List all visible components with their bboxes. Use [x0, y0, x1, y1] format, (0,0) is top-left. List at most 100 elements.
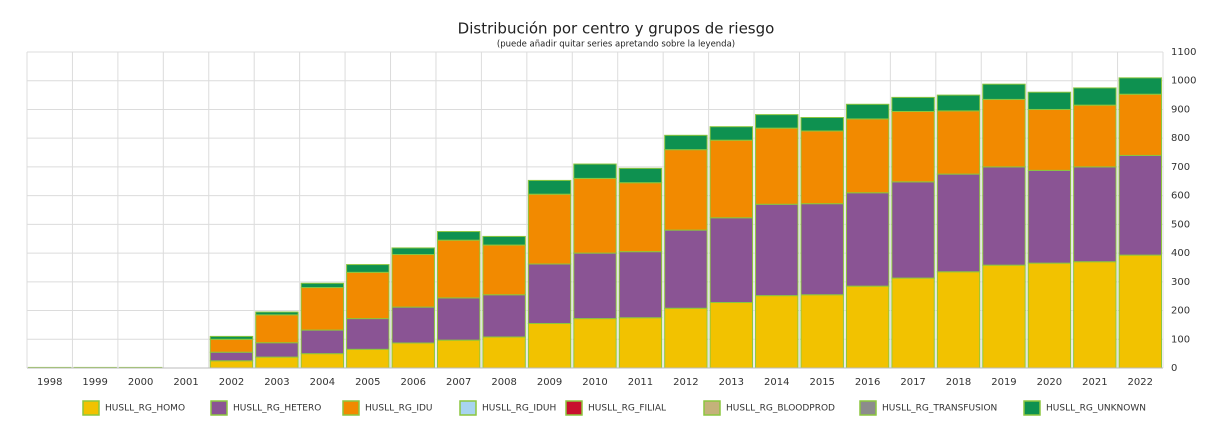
- legend-label[interactable]: HUSLL_RG_HOMO: [105, 404, 185, 414]
- legend-swatch[interactable]: [342, 400, 360, 416]
- bar-segment: [482, 244, 526, 296]
- legend-swatch[interactable]: [1023, 400, 1041, 416]
- bar-segment: [527, 193, 572, 265]
- y-tick-label: 200: [1171, 306, 1190, 317]
- x-tick-label: 2002: [219, 377, 244, 388]
- y-tick-label: 900: [1171, 104, 1190, 115]
- bar-segment: [982, 264, 1026, 369]
- bar-segment: [1118, 93, 1163, 156]
- x-tick-label: 2019: [991, 377, 1016, 388]
- bar-segment: [482, 294, 526, 338]
- bar-segment: [300, 353, 345, 369]
- bar-segment: [209, 338, 254, 353]
- bar-segment: [436, 297, 481, 341]
- x-tick-label: 2016: [855, 377, 880, 388]
- bar-segment: [936, 110, 981, 175]
- bar-segment: [891, 277, 935, 369]
- legend-label[interactable]: HUSLL_RG_FILIAL: [588, 404, 666, 414]
- x-tick-label: 2013: [719, 377, 744, 388]
- x-tick-label: 2012: [673, 377, 698, 388]
- bar-segment: [845, 285, 890, 369]
- bar-segment: [618, 182, 663, 253]
- x-tick-label: 2005: [355, 377, 380, 388]
- bar-segment: [800, 130, 844, 205]
- bar-segment: [709, 139, 754, 219]
- bar-segment: [436, 231, 481, 241]
- legend-swatch[interactable]: [565, 400, 583, 416]
- bar-segment: [255, 356, 299, 369]
- x-tick-label: 2001: [173, 377, 198, 388]
- bar-segment: [664, 229, 708, 309]
- bar-segment: [482, 235, 526, 246]
- x-tick-label: 1998: [37, 377, 62, 388]
- bar-segment: [1118, 77, 1163, 95]
- bar-segment: [300, 287, 345, 331]
- bar-segment: [845, 192, 890, 287]
- bar-segment: [436, 239, 481, 299]
- chart-subtitle: (puede añadir quitar series apretando so…: [497, 40, 735, 50]
- bar-segment: [664, 149, 708, 231]
- bar-segment: [482, 336, 526, 369]
- bar-segment: [391, 254, 435, 308]
- bar-segment: [755, 203, 799, 297]
- x-tick-label: 2018: [946, 377, 971, 388]
- bar-segment: [709, 126, 754, 141]
- bar-segment: [664, 134, 708, 151]
- bar-segment: [1027, 91, 1072, 110]
- bar-segment: [573, 252, 617, 320]
- bar-segment: [346, 318, 390, 350]
- legend-label[interactable]: HUSLL_RG_IDU: [365, 404, 433, 414]
- y-tick-label: 600: [1171, 191, 1190, 202]
- legend-label[interactable]: HUSLL_RG_IDUH: [482, 404, 556, 414]
- y-tick-label: 500: [1171, 219, 1190, 230]
- bar-segment: [255, 314, 299, 344]
- legend-label[interactable]: HUSLL_RG_TRANSFUSION: [882, 404, 997, 414]
- bar-segment: [527, 322, 572, 369]
- bar-segment: [982, 83, 1026, 100]
- x-tick-label: 2021: [1082, 377, 1107, 388]
- bar-segment: [936, 94, 981, 112]
- bar-segment: [209, 351, 254, 362]
- bar-segment: [391, 306, 435, 344]
- legend-swatch[interactable]: [859, 400, 877, 416]
- bar-segment: [618, 167, 663, 184]
- bar-segment: [800, 203, 844, 296]
- legend-label[interactable]: HUSLL_RG_UNKNOWN: [1046, 404, 1146, 414]
- legend-label[interactable]: HUSLL_RG_HETERO: [233, 404, 321, 414]
- bar-segment: [573, 318, 617, 369]
- bar-segment: [300, 282, 345, 289]
- bar-segment: [936, 173, 981, 273]
- legend-swatch[interactable]: [82, 400, 100, 416]
- bar-segment: [1118, 154, 1163, 256]
- legend-swatch[interactable]: [703, 400, 721, 416]
- bar-segment: [346, 348, 390, 369]
- x-tick-label: 2014: [764, 377, 789, 388]
- bar-segment: [436, 339, 481, 369]
- bar-segment: [755, 295, 799, 369]
- bar-segment: [800, 294, 844, 369]
- bar-segment: [209, 360, 254, 369]
- bar-segment: [709, 302, 754, 369]
- y-tick-label: 400: [1171, 248, 1190, 259]
- bar-segment: [800, 116, 844, 132]
- bar-segment: [573, 177, 617, 254]
- legend-label[interactable]: HUSLL_RG_BLOODPROD: [726, 404, 835, 414]
- bar-segment: [1027, 108, 1072, 171]
- y-tick-label: 300: [1171, 277, 1190, 288]
- bar-segment: [891, 110, 935, 183]
- legend-swatch[interactable]: [210, 400, 228, 416]
- x-tick-label: 2009: [537, 377, 562, 388]
- legend-swatch[interactable]: [459, 400, 477, 416]
- bar-segment: [255, 342, 299, 358]
- bar-segment: [845, 103, 890, 120]
- x-tick-label: 2015: [809, 377, 834, 388]
- y-tick-label: 0: [1171, 363, 1177, 374]
- bar-segment: [618, 251, 663, 319]
- bar-segment: [982, 166, 1026, 266]
- bar-segment: [346, 271, 390, 320]
- bar-segment: [573, 163, 617, 179]
- bar-segment: [391, 247, 435, 256]
- bar-segment: [936, 271, 981, 369]
- y-tick-label: 700: [1171, 162, 1190, 173]
